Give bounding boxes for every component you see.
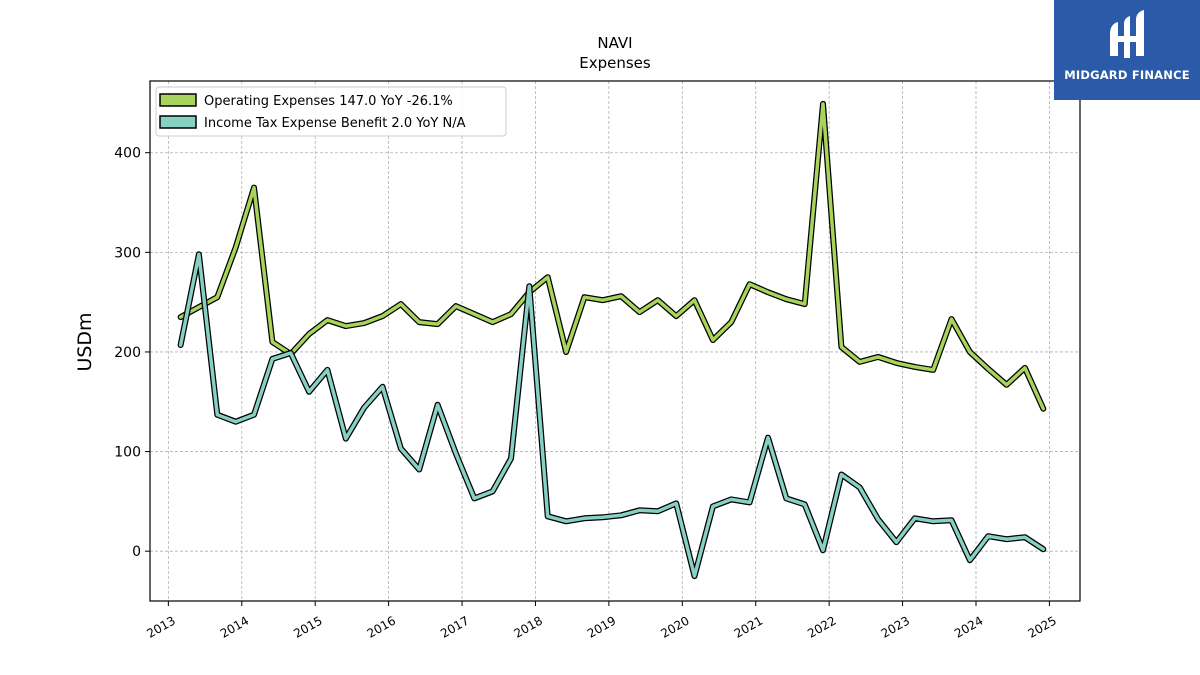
legend-label-income-tax: Income Tax Expense Benefit 2.0 YoY N/A [204, 116, 466, 131]
y-tick-label: 400 [114, 146, 141, 162]
series-outline-income-tax-expense-benefit [177, 251, 1047, 580]
y-tick-label: 0 [132, 544, 141, 560]
x-tick-label: 2015 [291, 613, 324, 640]
x-tick-label: 2024 [952, 613, 985, 640]
y-axis-label: USDm [74, 312, 96, 371]
x-tick-label: 2023 [879, 613, 912, 640]
x-tick-label: 2025 [1025, 613, 1058, 640]
x-tick-label: 2017 [438, 613, 471, 640]
x-tick-label: 2016 [365, 613, 398, 640]
legend-swatch-income-tax [159, 115, 197, 129]
midgard-logo-mark-icon [1110, 10, 1144, 58]
brand-logo: MIDGARD FINANCE [1054, 0, 1200, 100]
series-lines [177, 100, 1047, 580]
series-line-operating-expenses [178, 102, 1046, 411]
x-tick-label: 2018 [512, 613, 545, 640]
x-tick-label: 2019 [585, 613, 618, 640]
x-tick-label: 2021 [732, 613, 765, 640]
x-tick-label: 2013 [144, 613, 177, 640]
legend: Operating Expenses 147.0 YoY -26.1% Inco… [155, 86, 507, 137]
legend-swatch-operating-expenses [159, 93, 197, 107]
x-tick-label: 2022 [805, 613, 838, 640]
x-tick-label: 2020 [658, 613, 691, 640]
plot-frame [149, 80, 1081, 602]
chart-title: NAVI [597, 34, 632, 52]
series-line-income-tax-expense-benefit [178, 252, 1046, 578]
y-tick-label: 200 [114, 345, 141, 361]
y-tick-label: 100 [114, 445, 141, 461]
chart-subtitle: Expenses [579, 54, 651, 72]
series-outline-operating-expenses [177, 100, 1047, 412]
brand-name: MIDGARD FINANCE [1064, 68, 1190, 82]
x-tick-label: 2014 [218, 613, 251, 640]
legend-label-operating-expenses: Operating Expenses 147.0 YoY -26.1% [204, 94, 453, 109]
y-tick-label: 300 [114, 245, 141, 261]
legend-box [155, 86, 507, 137]
